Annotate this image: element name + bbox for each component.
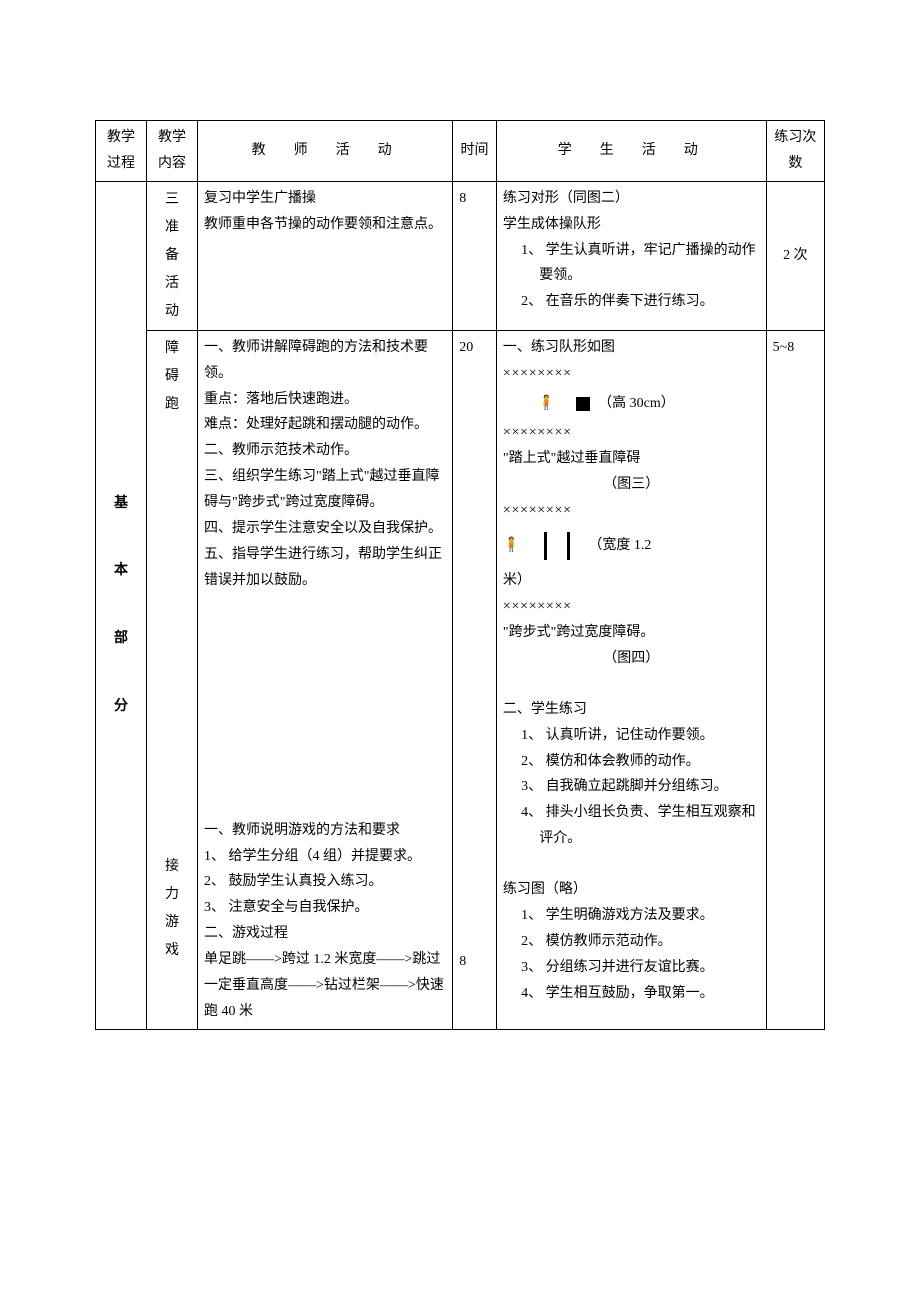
table-row: 基 本 部 分 三 准 备 活 动 复习中学生广播操 教师重申各节操的动作要领和… bbox=[96, 181, 825, 330]
count-cell-main: 5~8 bbox=[766, 330, 824, 1029]
teacher-cell-prep: 复习中学生广播操 教师重申各节操的动作要领和注意点。 bbox=[198, 181, 453, 330]
content-cell-prep: 三 准 备 活 动 bbox=[147, 181, 198, 330]
diagram-width-obstacle: 🧍 （宽度 1.2 bbox=[503, 532, 760, 560]
header-teacher: 教 师 活 动 bbox=[198, 121, 453, 182]
header-content: 教学内容 bbox=[147, 121, 198, 182]
count-cell-prep: 2 次 bbox=[766, 181, 824, 330]
header-time: 时间 bbox=[453, 121, 497, 182]
person-icon: 🧍 bbox=[538, 391, 555, 417]
obstacle-box-icon bbox=[576, 397, 590, 411]
process-cell: 基 本 部 分 bbox=[96, 181, 147, 1029]
person-icon: 🧍 bbox=[503, 533, 520, 559]
student-cell-prep: 练习对形（同图二） 学生成体操队形 1、 学生认真听讲，牢记广播操的动作要领。 … bbox=[496, 181, 766, 330]
content-cell-main: 障 碍 跑 接 力 游 戏 bbox=[147, 330, 198, 1029]
lesson-plan-table: 教学过程 教学内容 教 师 活 动 时间 学 生 活 动 练习次数 基 本 部 … bbox=[95, 120, 825, 1030]
time-cell-prep: 8 bbox=[453, 181, 497, 330]
time-cell-main: 20 8 bbox=[453, 330, 497, 1029]
header-student: 学 生 活 动 bbox=[496, 121, 766, 182]
teacher-cell-main: 一、教师讲解障碍跑的方法和技术要领。 重点：落地后快速跑进。 难点：处理好起跳和… bbox=[198, 330, 453, 1029]
vertical-bar-icon bbox=[567, 532, 570, 560]
header-count: 练习次数 bbox=[766, 121, 824, 182]
header-process: 教学过程 bbox=[96, 121, 147, 182]
table-row: 障 碍 跑 接 力 游 戏 一、教师讲解障碍跑的方法和技术要领。 重点：落地后快… bbox=[96, 330, 825, 1029]
student-cell-main: 一、练习队形如图 ×××××××× 🧍 （高 30cm） ×××××××× "踏… bbox=[496, 330, 766, 1029]
vertical-bar-icon bbox=[544, 532, 547, 560]
diagram-vertical-obstacle: 🧍 （高 30cm） bbox=[538, 391, 760, 417]
